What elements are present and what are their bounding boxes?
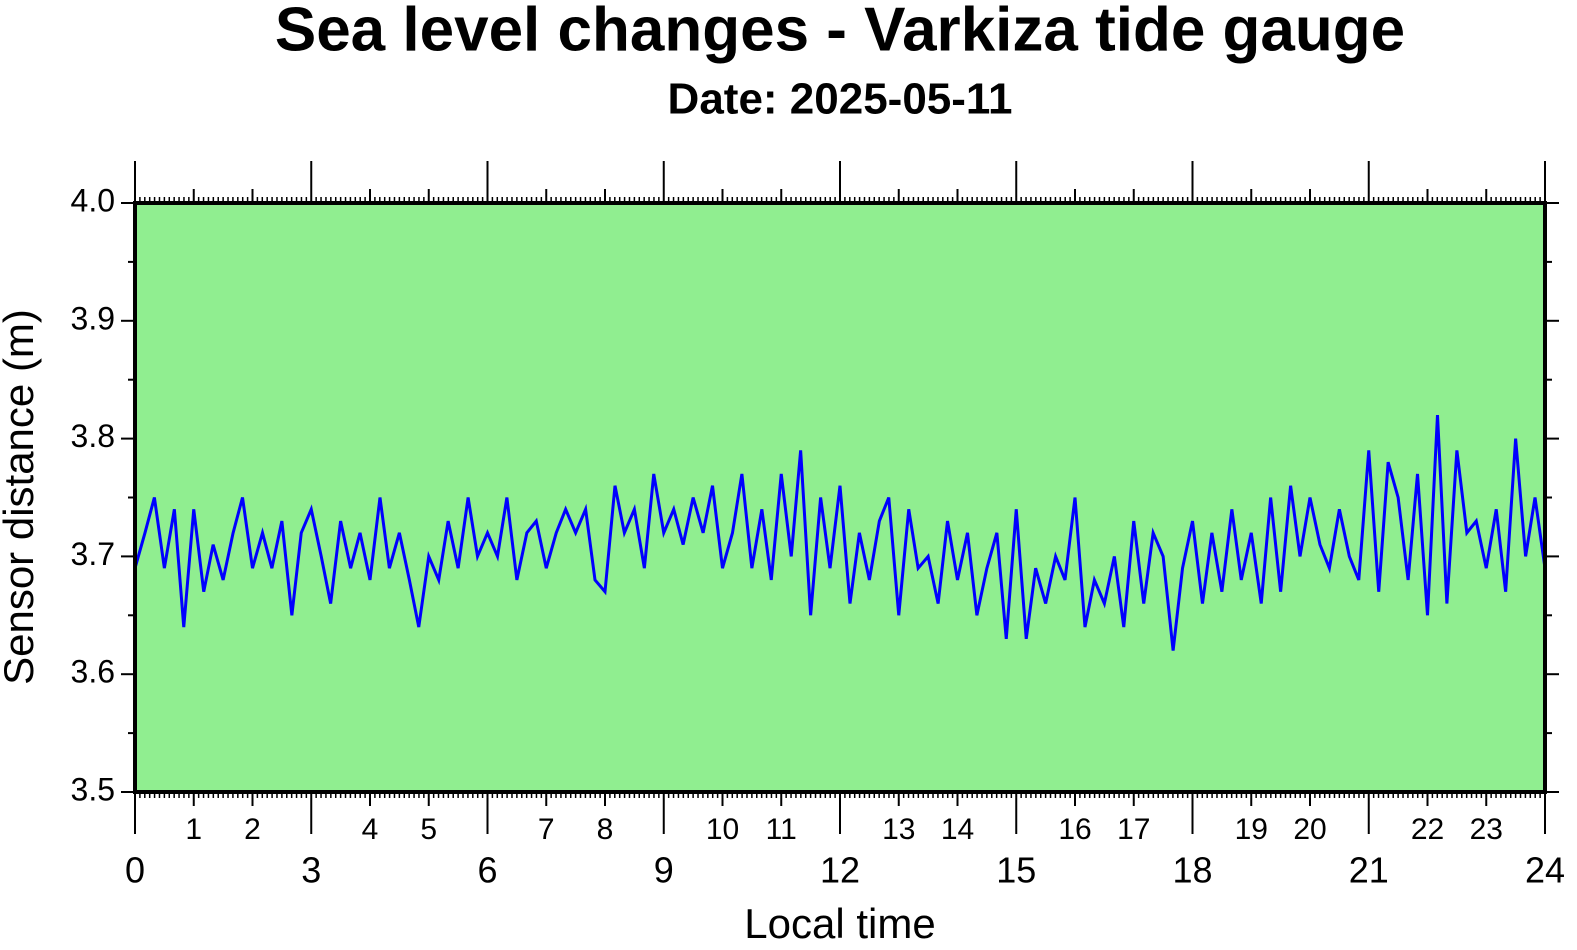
x-minor-tick-label: 4: [362, 813, 379, 846]
y-tick-label: 4.0: [71, 182, 115, 218]
x-minor-tick-label: 11: [766, 813, 797, 846]
x-tick-label: 0: [125, 850, 145, 891]
x-minor-tick-label: 22: [1411, 813, 1444, 846]
chart-subtitle: Date: 2025-05-11: [668, 75, 1013, 124]
plot-frame: [133, 201, 1547, 794]
y-tick-label: 3.5: [71, 771, 115, 807]
y-axis-label: Sensor distance (m): [0, 309, 42, 685]
x-tick-label: 6: [477, 850, 497, 891]
x-minor-tick-label: 13: [882, 813, 915, 846]
x-tick-label: 18: [1172, 850, 1212, 891]
x-minor-tick-label: 16: [1058, 813, 1091, 846]
x-minor-tick-label: 8: [597, 813, 614, 846]
x-tick-label: 24: [1525, 850, 1565, 891]
x-tick-label: 15: [996, 850, 1036, 891]
x-tick-label: 21: [1349, 850, 1389, 891]
x-minor-tick-label: 17: [1117, 813, 1150, 846]
y-tick-label: 3.8: [71, 418, 115, 454]
y-tick-label: 3.9: [71, 300, 115, 336]
x-minor-tick-label: 19: [1235, 813, 1268, 846]
x-tick-label: 9: [654, 850, 674, 891]
x-axis-label: Local time: [744, 900, 935, 947]
chart-title: Sea level changes - Varkiza tide gauge: [275, 0, 1405, 64]
x-minor-tick-label: 5: [420, 813, 437, 846]
x-minor-tick-label: 14: [941, 813, 974, 846]
x-minor-tick-label: 23: [1470, 813, 1503, 846]
x-minor-tick-label: 1: [185, 813, 202, 846]
x-tick-label: 12: [820, 850, 860, 891]
data-line: [133, 414, 1547, 651]
x-tick-label: 3: [301, 850, 321, 891]
x-minor-tick-label: 20: [1293, 813, 1326, 846]
x-minor-tick-label: 7: [538, 813, 555, 846]
x-minor-tick-label: 2: [244, 813, 261, 846]
y-tick-label: 3.6: [71, 654, 115, 690]
y-tick-label: 3.7: [71, 536, 115, 572]
x-minor-tick-label: 10: [706, 813, 739, 846]
